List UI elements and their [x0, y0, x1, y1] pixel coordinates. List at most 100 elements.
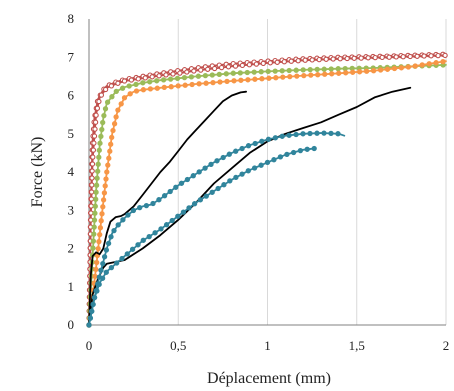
data-point	[419, 62, 425, 68]
data-point	[372, 54, 378, 61]
data-point	[113, 88, 119, 95]
data-point	[284, 151, 290, 158]
data-point	[337, 56, 343, 62]
data-point	[101, 190, 108, 196]
data-point	[428, 53, 434, 59]
data-point	[191, 68, 197, 74]
data-point	[208, 161, 214, 168]
data-point	[218, 64, 225, 71]
data-point	[96, 281, 102, 288]
y-axis-title: Force (kN)	[29, 137, 46, 208]
data-point	[177, 70, 183, 76]
y-tick-label: 1	[68, 279, 75, 294]
data-point	[92, 119, 99, 125]
data-point	[140, 87, 147, 93]
data-point	[209, 189, 215, 195]
data-point	[237, 70, 243, 76]
data-point	[108, 264, 115, 271]
data-point	[384, 66, 391, 72]
data-point	[272, 68, 278, 74]
data-point	[108, 234, 114, 240]
data-point	[253, 61, 260, 67]
data-point	[421, 53, 427, 59]
data-point	[300, 67, 306, 73]
series-5	[88, 90, 248, 326]
y-tick-label: 4	[68, 164, 75, 179]
data-point	[89, 175, 95, 181]
data-point	[103, 247, 110, 253]
data-point	[103, 269, 109, 275]
data-point	[103, 176, 109, 182]
data-point	[297, 147, 304, 154]
data-point	[309, 57, 315, 63]
data-point	[97, 231, 103, 238]
data-point	[95, 168, 101, 174]
data-point	[293, 67, 299, 73]
data-point	[101, 112, 107, 119]
data-point	[203, 80, 209, 86]
data-point	[104, 99, 111, 105]
data-point	[220, 154, 226, 161]
data-point	[196, 81, 202, 87]
data-point	[260, 60, 266, 67]
data-point	[92, 273, 98, 280]
data-point	[343, 70, 349, 76]
data-point	[271, 157, 277, 163]
data-point	[307, 130, 313, 137]
data-point	[100, 119, 106, 126]
data-point	[279, 133, 285, 139]
series-layer	[86, 51, 448, 328]
data-point	[225, 64, 232, 70]
x-tick-label: 2	[443, 338, 450, 353]
data-point	[288, 58, 294, 64]
data-point	[304, 146, 310, 152]
data-point	[316, 56, 322, 63]
data-point	[265, 136, 272, 142]
data-point	[273, 75, 279, 81]
data-point	[274, 59, 280, 65]
data-point	[120, 217, 126, 223]
data-point	[217, 79, 223, 85]
data-point	[246, 62, 253, 68]
data-point	[227, 178, 233, 184]
data-point	[293, 131, 299, 138]
series-8	[86, 145, 317, 328]
data-point	[92, 210, 98, 216]
data-point	[91, 224, 97, 230]
data-point	[97, 140, 103, 146]
data-point	[99, 275, 106, 281]
data-point	[98, 267, 104, 273]
data-point	[322, 71, 328, 77]
data-point	[277, 154, 284, 160]
data-point	[265, 68, 271, 75]
data-point	[124, 251, 130, 257]
data-point	[221, 182, 227, 188]
data-point	[167, 188, 173, 195]
data-point	[290, 149, 297, 156]
data-point	[105, 240, 112, 247]
series-line	[88, 90, 248, 326]
data-point	[365, 55, 371, 61]
data-point	[91, 217, 98, 223]
data-point	[239, 145, 245, 152]
data-point	[342, 65, 348, 72]
data-point	[196, 169, 202, 175]
data-point	[140, 237, 146, 243]
data-point	[121, 78, 128, 84]
data-point	[140, 80, 146, 86]
data-point	[412, 63, 418, 69]
data-point	[152, 230, 158, 236]
y-tick-label: 8	[68, 11, 75, 26]
data-point	[205, 66, 211, 72]
data-point	[146, 233, 152, 240]
data-point	[92, 126, 98, 132]
data-point	[93, 112, 99, 118]
data-point	[89, 182, 95, 188]
data-point	[154, 85, 160, 91]
data-point	[118, 101, 124, 107]
data-point	[158, 226, 164, 232]
data-point	[356, 69, 363, 75]
data-point	[91, 231, 97, 237]
data-point	[435, 52, 441, 59]
y-tick-label: 2	[68, 241, 75, 256]
